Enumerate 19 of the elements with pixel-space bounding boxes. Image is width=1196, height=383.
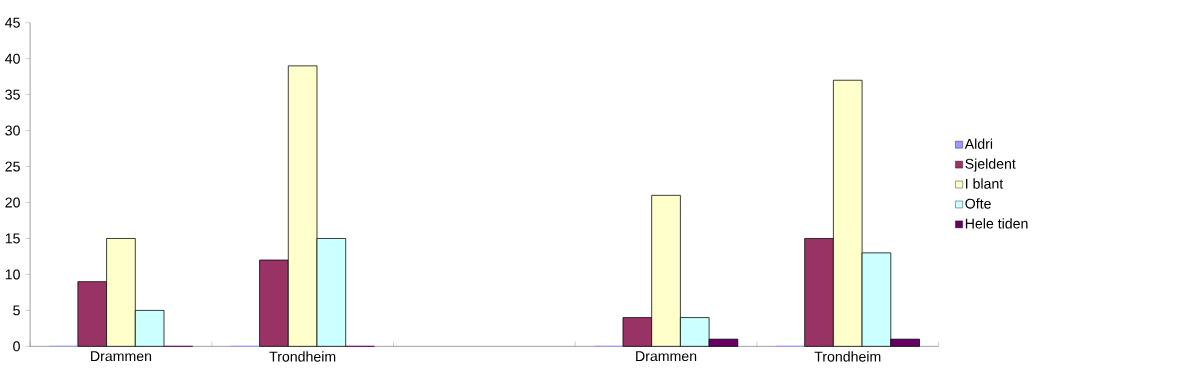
y-tick-label: 5 — [13, 305, 20, 316]
y-tick-label: 45 — [5, 17, 20, 28]
legend-label: Ofte — [965, 198, 991, 209]
x-tick-label: Trondheim — [269, 351, 336, 362]
y-tick-label: 40 — [5, 53, 20, 64]
x-tick-label: Drammen — [636, 351, 697, 361]
legend-label: Sjeldent — [965, 158, 1016, 172]
y-tick-label: 30 — [5, 125, 20, 136]
y-tick-label: 20 — [5, 197, 20, 208]
x-tick-label: Trondheim — [814, 351, 881, 362]
legend-label: Aldri — [964, 138, 993, 149]
y-tick-label: 10 — [5, 269, 20, 280]
legend-label: I blant — [966, 178, 1004, 189]
y-tick-label: 35 — [5, 89, 20, 100]
y-tick-label: 15 — [5, 233, 20, 244]
y-tick-label: 25 — [5, 161, 20, 172]
y-tick-label: 0 — [13, 341, 20, 352]
legend-label: Hele tiden — [965, 218, 1028, 229]
x-tick-label: Drammen — [91, 351, 152, 361]
